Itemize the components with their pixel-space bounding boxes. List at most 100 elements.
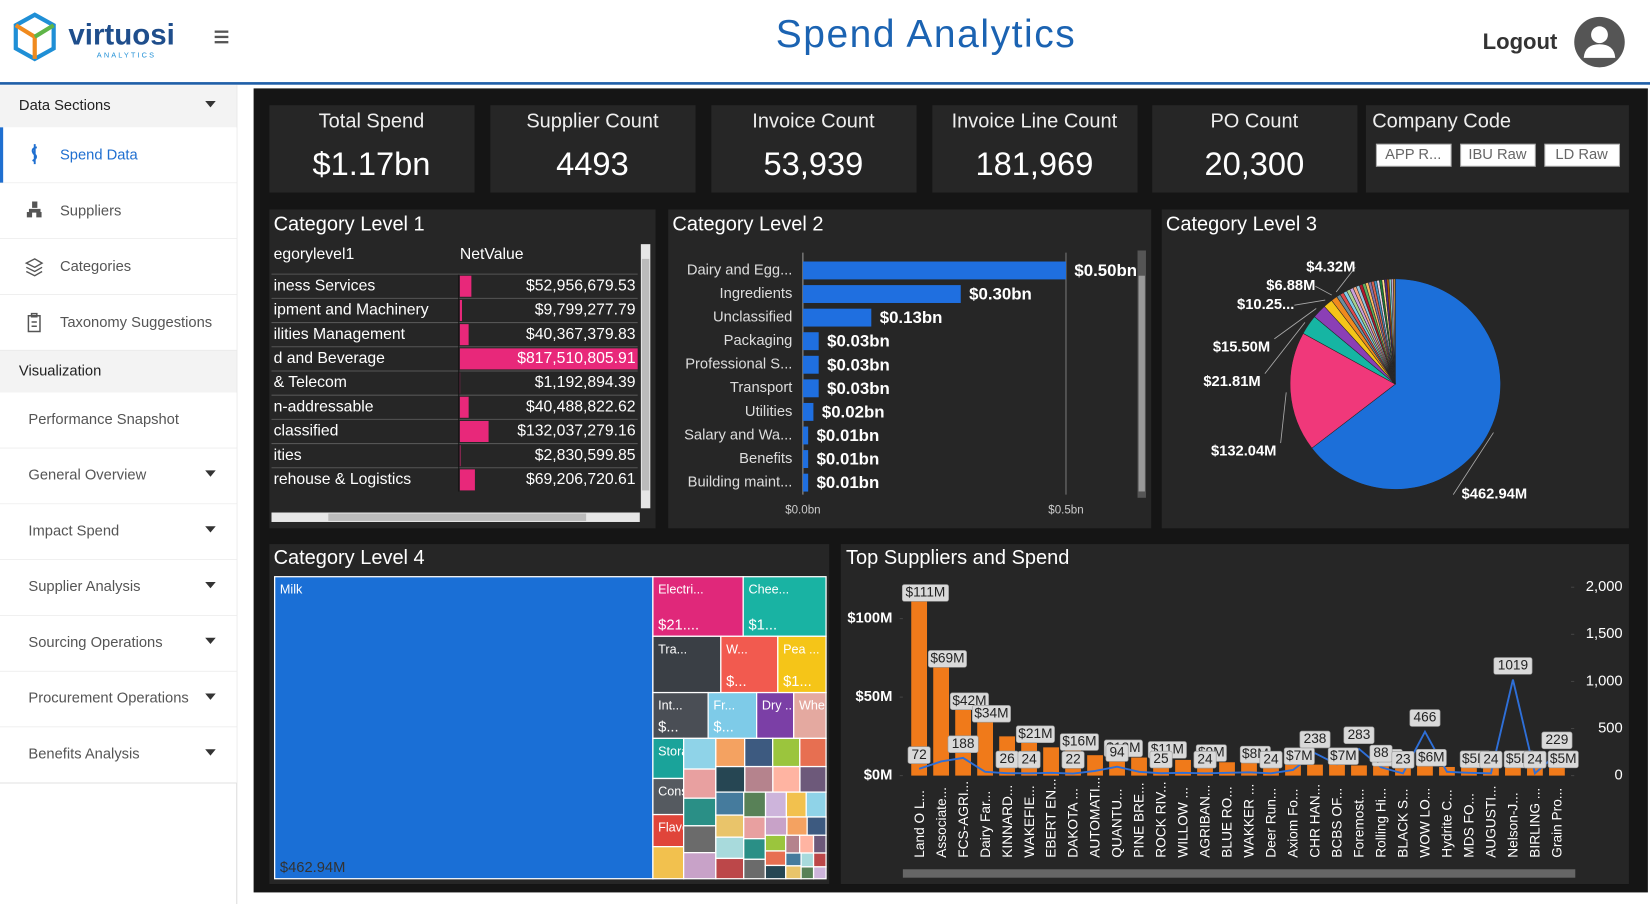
section-header xyxy=(0,350,237,393)
bar xyxy=(1263,763,1279,776)
bar xyxy=(911,601,928,776)
treemap-tile xyxy=(274,576,654,880)
pie-label-value: $132.04M xyxy=(1211,443,1276,459)
x-tick-label: Deer Run... xyxy=(1264,788,1279,858)
category-label: Ingredients xyxy=(720,286,793,302)
nav-item-label[interactable]: Suppliers xyxy=(60,203,121,219)
treemap-tile xyxy=(683,797,717,827)
tile-name: Stora... xyxy=(658,744,699,758)
menu-toggle[interactable] xyxy=(214,41,229,44)
menu-toggle[interactable] xyxy=(214,35,229,39)
nav-item-label[interactable]: General Overview xyxy=(28,468,146,484)
nav-item-label[interactable]: Spend Data xyxy=(60,148,139,164)
company-code-option[interactable] xyxy=(1460,143,1536,167)
nav-item-label[interactable]: Performance Snapshot xyxy=(28,412,179,428)
x-tick-label: FCS-AGRI... xyxy=(956,781,971,858)
x-tick-label: $0.0bn xyxy=(785,504,820,516)
treemap-tile xyxy=(720,635,779,694)
data-label: $0.50bn xyxy=(1074,261,1137,280)
treemap-tile xyxy=(683,737,717,770)
line-label: 94 xyxy=(1109,745,1125,760)
nav-item[interactable] xyxy=(0,559,237,616)
line-label: 238 xyxy=(1304,731,1327,746)
nav-item-label[interactable]: Categories xyxy=(60,259,131,275)
company-code-option-label[interactable]: LD Raw xyxy=(1555,147,1608,163)
nav-item[interactable] xyxy=(0,615,237,672)
company-code-option-label[interactable]: APP R... xyxy=(1385,147,1441,163)
tile-name: W... xyxy=(726,642,748,656)
nav-item[interactable] xyxy=(0,448,237,505)
scrollbar-thumb xyxy=(641,258,650,491)
treemap-tile xyxy=(652,846,685,880)
nav-item-label[interactable]: Procurement Operations xyxy=(28,691,188,707)
logout-button[interactable]: Logout xyxy=(1483,29,1558,54)
bar xyxy=(1307,764,1323,776)
scrollbar-track[interactable] xyxy=(902,869,1576,878)
line-label-box xyxy=(907,746,931,764)
line-label: 188 xyxy=(952,736,975,751)
nav-item-label[interactable]: Sourcing Operations xyxy=(28,635,162,651)
data-bar xyxy=(459,420,489,443)
x-tick-label: $0.5bn xyxy=(1048,504,1083,516)
menu-toggle[interactable] xyxy=(214,30,229,33)
nav-item-label[interactable]: Supplier Analysis xyxy=(28,579,140,595)
pie-label-value: $462.94M xyxy=(1462,487,1527,503)
line-label-box xyxy=(1541,731,1573,750)
bar xyxy=(1395,766,1411,776)
pie-label: Dry Milk$6.88M xyxy=(1266,278,1315,294)
tile-name: Int... xyxy=(658,699,683,713)
company-code-option[interactable] xyxy=(1544,143,1621,167)
tile-name: Chee... xyxy=(748,583,789,597)
line-label-box xyxy=(1343,726,1375,745)
nav-icon xyxy=(26,201,42,218)
nav-item[interactable] xyxy=(0,392,237,449)
category-label: Packaging xyxy=(724,333,793,349)
line-label-box xyxy=(1523,750,1547,769)
treemap-tile xyxy=(806,816,827,836)
line-label: 72 xyxy=(912,747,927,762)
treemap-tile xyxy=(785,865,802,880)
data-label: $0.03bn xyxy=(827,379,890,398)
panel xyxy=(1152,105,1358,193)
company-code-option[interactable] xyxy=(1375,143,1452,167)
bar xyxy=(1329,764,1345,776)
leader-line xyxy=(1315,285,1332,296)
nav-item-label[interactable]: Impact Spend xyxy=(28,523,119,539)
nav-item[interactable] xyxy=(0,727,237,783)
line-label: 466 xyxy=(1414,710,1437,725)
treemap-tile xyxy=(715,857,745,880)
y2-tick-label: 2,000 xyxy=(1586,579,1623,595)
treemap-tile xyxy=(683,768,717,799)
treemap-tile xyxy=(743,791,767,818)
treemap-tile xyxy=(742,576,827,637)
treemap-tile xyxy=(764,816,788,836)
line-label: 283 xyxy=(1348,727,1371,742)
x-tick-label: EBERT EN... xyxy=(1044,778,1059,857)
section-header xyxy=(0,85,237,128)
treemap-tile xyxy=(805,791,827,818)
nav-item[interactable] xyxy=(0,671,237,728)
data-label: $0.01bn xyxy=(817,426,880,445)
tile-value: $... xyxy=(713,720,733,736)
nav-item[interactable] xyxy=(0,504,237,560)
bar xyxy=(1549,767,1565,776)
bar xyxy=(1461,767,1477,776)
category-label: Unclassified xyxy=(713,310,792,326)
treemap-tile xyxy=(756,691,795,740)
avatar-head xyxy=(1591,26,1608,44)
nav-item[interactable] xyxy=(0,127,237,184)
company-code-option-label[interactable]: IBU Raw xyxy=(1468,147,1526,163)
nav-item[interactable] xyxy=(0,238,237,295)
y-tick-label: $0M xyxy=(864,767,893,783)
leader-line xyxy=(1294,299,1326,306)
company-code-label: Company Code xyxy=(1372,110,1511,132)
treemap-tile xyxy=(707,691,758,740)
tile-name: Whe... xyxy=(799,699,835,713)
line-label: 23 xyxy=(1395,751,1410,766)
bar xyxy=(1175,759,1191,776)
nav-item-label[interactable]: Benefits Analysis xyxy=(28,746,139,762)
kpi-label: Invoice Count xyxy=(752,110,875,132)
treemap-tile xyxy=(652,635,722,694)
tile-labels: Milk $462.94M xyxy=(280,583,345,876)
nav-item-label[interactable]: Taxonomy Suggestions xyxy=(60,315,212,331)
